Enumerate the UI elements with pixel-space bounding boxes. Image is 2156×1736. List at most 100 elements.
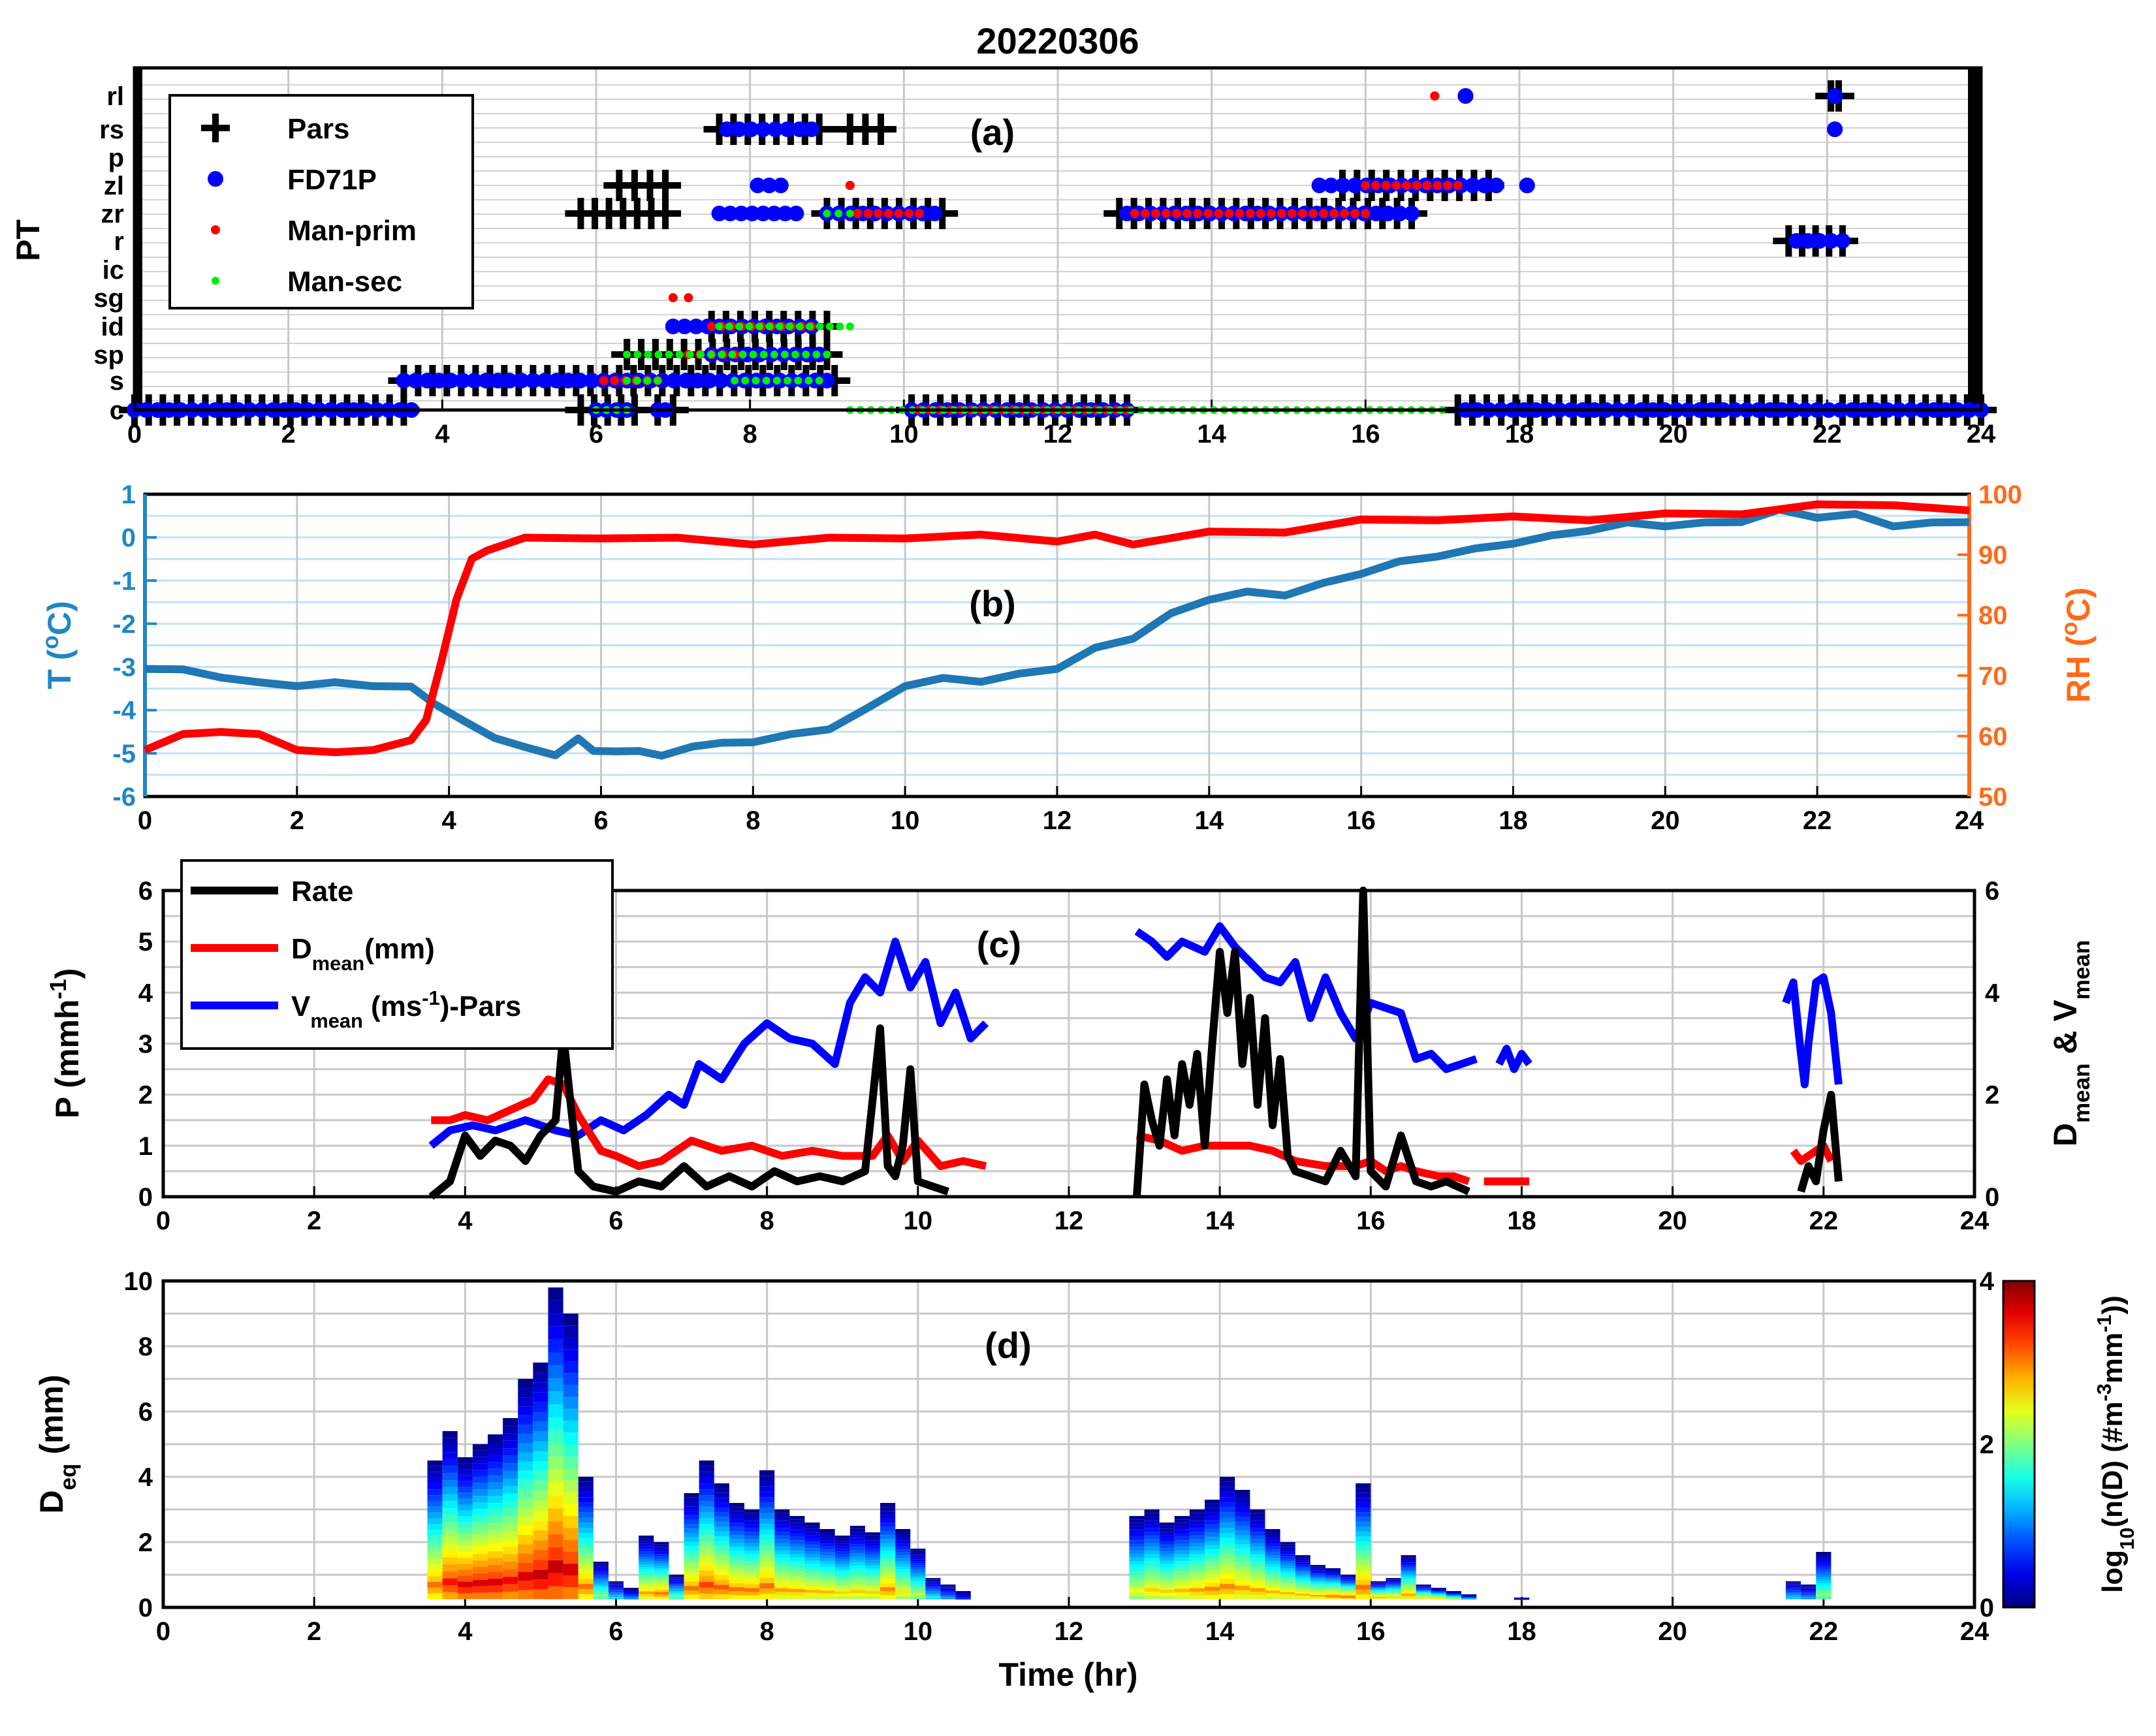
heatmap-cell (1235, 1494, 1250, 1499)
heatmap-cell (940, 1594, 956, 1596)
heatmap-cell (789, 1585, 805, 1589)
heatmap-cell (910, 1551, 926, 1553)
heatmap-cell (442, 1459, 458, 1466)
legend-label: FD71P (287, 164, 377, 196)
heatmap-cell (714, 1570, 729, 1575)
heatmap-cell (1325, 1596, 1341, 1598)
x-tick-label: 2 (307, 1617, 321, 1646)
heatmap-column (593, 1562, 609, 1600)
heatmap-cell (1280, 1570, 1295, 1573)
heatmap-cell (578, 1594, 594, 1600)
heatmap-cell (608, 1583, 624, 1585)
heatmap-cell (834, 1591, 850, 1594)
heatmap-cell (1340, 1591, 1356, 1592)
heatmap-cell (1220, 1558, 1235, 1564)
heatmap-cell (1801, 1594, 1816, 1596)
heatmap-column (1786, 1581, 1801, 1600)
heatmap-cell (1265, 1552, 1280, 1556)
heatmap-cell (1220, 1507, 1235, 1513)
heatmap-cell (864, 1538, 881, 1541)
heatmap-cell (518, 1581, 533, 1590)
x-tick-label: 0 (156, 1207, 170, 1235)
series-line-rh (143, 500, 1970, 757)
heatmap-cell (684, 1564, 699, 1569)
heatmap-cell (1220, 1594, 1235, 1600)
heatmap-cell (1189, 1509, 1205, 1513)
heatmap-cell (518, 1388, 533, 1398)
heatmap-cell (1355, 1579, 1371, 1585)
heatmap-cell (940, 1586, 956, 1587)
y2-tick-label: 4 (1985, 979, 2000, 1007)
heatmap-cell (669, 1592, 684, 1594)
marker-dot (490, 373, 506, 388)
heatmap-cell (849, 1532, 865, 1536)
heatmap-cell (1159, 1560, 1175, 1564)
x-tick-label: 4 (458, 1617, 473, 1646)
heatmap-column (774, 1509, 790, 1600)
heatmap-cell (895, 1590, 911, 1594)
heatmap-cell (729, 1511, 744, 1515)
heatmap-cell (1355, 1512, 1371, 1517)
heatmap-cell (624, 1591, 639, 1592)
heatmap (427, 1287, 1831, 1600)
heatmap-cell (744, 1551, 760, 1555)
heatmap-cell (518, 1507, 533, 1517)
heatmap-cell (1250, 1595, 1265, 1600)
heatmap-cell (1786, 1593, 1801, 1594)
heatmap-cell (1340, 1592, 1356, 1594)
heatmap-cell (1144, 1573, 1160, 1577)
heatmap-cell (472, 1444, 488, 1451)
heatmap-column (819, 1529, 835, 1600)
y-tick-label: p (108, 144, 124, 172)
heatmap-cell (864, 1560, 881, 1563)
heatmap-cell (1371, 1597, 1386, 1598)
marker-dot (1404, 206, 1420, 221)
marker-dot (1799, 233, 1816, 249)
heatmap-column (744, 1509, 760, 1600)
heatmap-cell (503, 1584, 518, 1592)
heatmap-cell (457, 1522, 473, 1528)
heatmap-cell (849, 1568, 865, 1572)
heatmap-cell (699, 1553, 714, 1559)
heatmap-cell (1129, 1551, 1145, 1555)
heatmap-cell (1220, 1553, 1235, 1558)
heatmap-cell (774, 1562, 790, 1566)
heatmap-cell (1340, 1593, 1356, 1594)
heatmap-cell (548, 1495, 563, 1509)
y2-tick-label: 90 (1978, 541, 2008, 570)
heatmap-cell (427, 1547, 443, 1553)
heatmap-cell (880, 1515, 896, 1519)
heatmap-cell (533, 1421, 548, 1432)
heatmap-cell (442, 1480, 458, 1487)
heatmap-cell (624, 1594, 639, 1596)
y-axis-label: T (oC) (38, 601, 78, 689)
marker-dot (407, 373, 424, 388)
heatmap-cell (684, 1532, 699, 1538)
heatmap-cell (925, 1584, 941, 1585)
marker-dot (802, 351, 810, 358)
heatmap-cell (804, 1564, 820, 1568)
heatmap-cell (457, 1469, 473, 1476)
heatmap-cell (699, 1466, 714, 1472)
marker-dot (688, 319, 705, 334)
heatmap-cell (1461, 1594, 1477, 1595)
marker-dot (719, 121, 735, 137)
heatmap-cell (1416, 1592, 1431, 1594)
heatmap-cell (1371, 1587, 1386, 1588)
heatmap-cell (1205, 1583, 1220, 1587)
heatmap-cell (1446, 1593, 1462, 1594)
heatmap-cell (895, 1593, 911, 1597)
heatmap-cell (729, 1523, 744, 1527)
marker-dot (795, 373, 812, 388)
x-tick-label: 10 (904, 1207, 933, 1235)
heatmap-cell (488, 1455, 503, 1462)
heatmap-cell (1235, 1498, 1250, 1504)
heatmap-cell (654, 1563, 669, 1566)
heatmap-cell (503, 1478, 518, 1487)
heatmap-cell (1816, 1593, 1831, 1596)
heatmap-cell (1235, 1567, 1250, 1572)
heatmap-cell (925, 1586, 941, 1588)
heatmap-cell (1416, 1594, 1431, 1595)
heatmap-column (1144, 1509, 1160, 1600)
heatmap-cell (1446, 1598, 1462, 1600)
